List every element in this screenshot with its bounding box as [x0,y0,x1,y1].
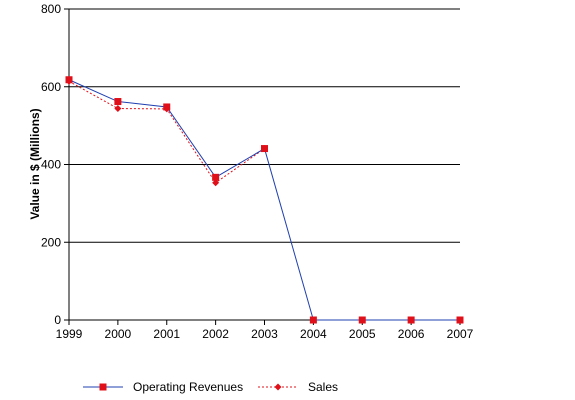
legend-item-sales: Sales [258,380,338,394]
legend-marker [274,383,282,391]
series-0 [65,76,464,324]
x-tick-label: 2006 [398,327,425,341]
x-tick-label: 2000 [105,327,132,341]
data-point [163,103,171,111]
series-line [68,80,265,184]
x-tick-labels: 1999 2000 2001 2002 2003 2004 2005 2006 2007 [56,320,474,341]
y-tick-labels: 0 200 400 600 800 [41,2,69,327]
data-point [212,179,220,187]
legend-marker [99,383,107,391]
data-point [358,316,366,324]
data-point [65,76,73,84]
y-tick-label: 600 [41,80,61,94]
data-point [309,316,317,324]
legend-label: Operating Revenues [133,380,243,394]
legend-label: Sales [308,380,338,394]
x-tick-label: 1999 [56,327,83,341]
x-tick-label: 2001 [153,327,180,341]
x-tick-label: 2005 [349,327,376,341]
series-group [65,76,464,324]
series-1 [65,77,268,187]
y-axis-label: Value in $ (Millions) [28,108,42,219]
y-tick-label: 0 [54,313,61,327]
data-point [261,145,268,153]
x-tick-label: 2003 [251,327,278,341]
grid-lines [69,8,460,243]
y-tick-label: 800 [41,2,61,16]
series-line [68,79,460,321]
y-tick-label: 200 [41,235,61,249]
data-point [456,316,464,324]
x-tick-label: 2002 [202,327,229,341]
data-point [407,316,415,324]
data-point [212,173,220,181]
x-tick-label: 2007 [447,327,474,341]
data-point [114,98,122,106]
y-tick-label: 400 [41,158,61,172]
x-tick-label: 2004 [300,327,327,341]
data-point [114,105,122,113]
legend: Operating Revenues Sales [83,380,338,394]
legend-item-operating-revenues: Operating Revenues [83,380,243,394]
